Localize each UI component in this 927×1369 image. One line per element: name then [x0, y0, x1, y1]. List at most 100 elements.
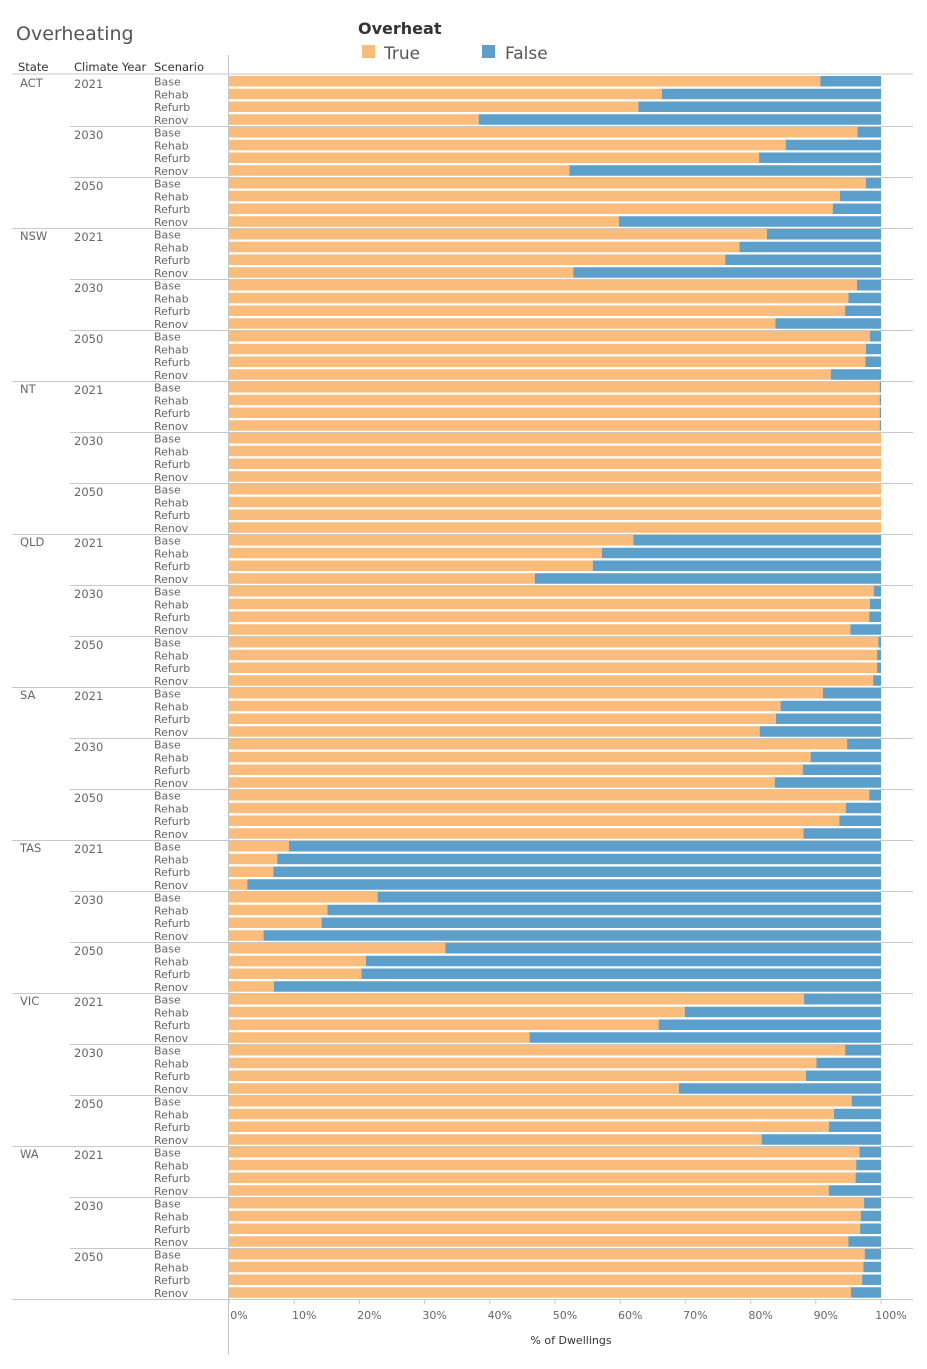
bar-true[interactable] [229, 688, 823, 699]
bar-true[interactable] [229, 1198, 865, 1209]
bar-false[interactable] [803, 828, 881, 839]
bar-true[interactable] [229, 1019, 659, 1031]
bar-false[interactable] [775, 318, 881, 329]
bar-false[interactable] [776, 713, 881, 725]
bar-true[interactable] [229, 879, 248, 890]
bar-false[interactable] [860, 1223, 881, 1235]
bar-true[interactable] [229, 994, 805, 1005]
bar-true[interactable] [229, 420, 880, 431]
bar-true[interactable] [229, 1210, 861, 1222]
bar-false[interactable] [848, 1236, 881, 1247]
bar-true[interactable] [229, 1121, 829, 1133]
bar-false[interactable] [601, 547, 881, 559]
bar-false[interactable] [877, 662, 881, 674]
bar-false[interactable] [759, 726, 881, 737]
bar-true[interactable] [229, 216, 619, 227]
bar-false[interactable] [739, 241, 881, 253]
bar-false[interactable] [828, 1121, 881, 1133]
bar-false[interactable] [879, 407, 881, 419]
bar-false[interactable] [822, 688, 881, 699]
bar-false[interactable] [873, 586, 881, 597]
bar-false[interactable] [277, 853, 881, 865]
bar-true[interactable] [229, 637, 879, 648]
bar-true[interactable] [229, 611, 870, 623]
bar-true[interactable] [229, 292, 849, 304]
bar-false[interactable] [859, 1147, 881, 1158]
bar-true[interactable] [229, 968, 362, 980]
bar-true[interactable] [229, 853, 278, 865]
bar-false[interactable] [816, 1057, 881, 1069]
bar-false[interactable] [839, 190, 881, 202]
bar-false[interactable] [877, 649, 881, 661]
bar-false[interactable] [529, 1032, 881, 1043]
bar-true[interactable] [229, 1134, 762, 1145]
bar-true[interactable] [229, 190, 840, 202]
bar-true[interactable] [229, 280, 857, 291]
bar-true[interactable] [229, 943, 446, 954]
bar-false[interactable] [879, 382, 881, 393]
bar-false[interactable] [678, 1083, 881, 1094]
bar-true[interactable] [229, 841, 289, 852]
bar-false[interactable] [684, 1006, 881, 1018]
bar-false[interactable] [774, 777, 881, 788]
bar-true[interactable] [229, 165, 570, 176]
bar-true[interactable] [229, 1172, 856, 1184]
bar-false[interactable] [848, 292, 881, 304]
bar-false[interactable] [869, 611, 881, 623]
bar-false[interactable] [785, 139, 881, 151]
bar-false[interactable] [862, 1274, 881, 1286]
bar-false[interactable] [569, 165, 881, 176]
bar-true[interactable] [229, 560, 593, 572]
bar-true[interactable] [229, 229, 767, 240]
bar-true[interactable] [229, 484, 881, 495]
bar-true[interactable] [229, 1249, 865, 1260]
bar-false[interactable] [445, 943, 881, 954]
bar-true[interactable] [229, 88, 662, 100]
bar-true[interactable] [229, 318, 776, 329]
bar-false[interactable] [618, 216, 881, 227]
bar-false[interactable] [263, 930, 881, 941]
bar-false[interactable] [851, 1287, 881, 1298]
bar-false[interactable] [850, 624, 881, 635]
bar-true[interactable] [229, 152, 760, 164]
bar-false[interactable] [847, 739, 881, 750]
bar-true[interactable] [229, 649, 878, 661]
bar-false[interactable] [828, 1185, 881, 1196]
bar-false[interactable] [856, 280, 881, 291]
bar-false[interactable] [804, 994, 881, 1005]
bar-true[interactable] [229, 509, 881, 521]
bar-true[interactable] [229, 751, 811, 763]
bar-true[interactable] [229, 356, 866, 368]
bar-false[interactable] [806, 1070, 881, 1082]
bar-false[interactable] [878, 637, 881, 648]
bar-false[interactable] [864, 1198, 881, 1209]
bar-true[interactable] [229, 866, 274, 878]
bar-false[interactable] [658, 1019, 881, 1031]
bar-false[interactable] [879, 420, 881, 431]
bar-true[interactable] [229, 433, 881, 444]
bar-true[interactable] [229, 407, 880, 419]
bar-false[interactable] [866, 343, 881, 355]
bar-false[interactable] [864, 1249, 881, 1260]
bar-true[interactable] [229, 1147, 860, 1158]
bar-false[interactable] [761, 1134, 881, 1145]
bar-false[interactable] [273, 981, 881, 992]
bar-false[interactable] [365, 955, 881, 967]
bar-false[interactable] [879, 394, 881, 406]
bar-true[interactable] [229, 305, 846, 317]
bar-true[interactable] [229, 675, 874, 686]
bar-false[interactable] [810, 751, 881, 763]
bar-true[interactable] [229, 726, 760, 737]
bar-true[interactable] [229, 930, 264, 941]
bar-true[interactable] [229, 178, 867, 189]
bar-true[interactable] [229, 76, 821, 87]
bar-false[interactable] [845, 802, 881, 814]
legend-true-swatch[interactable] [362, 45, 375, 58]
bar-true[interactable] [229, 254, 726, 266]
bar-true[interactable] [229, 777, 775, 788]
bar-false[interactable] [856, 1159, 881, 1171]
bar-true[interactable] [229, 331, 870, 342]
bar-false[interactable] [832, 203, 881, 215]
bar-false[interactable] [845, 1045, 881, 1056]
bar-true[interactable] [229, 382, 880, 393]
